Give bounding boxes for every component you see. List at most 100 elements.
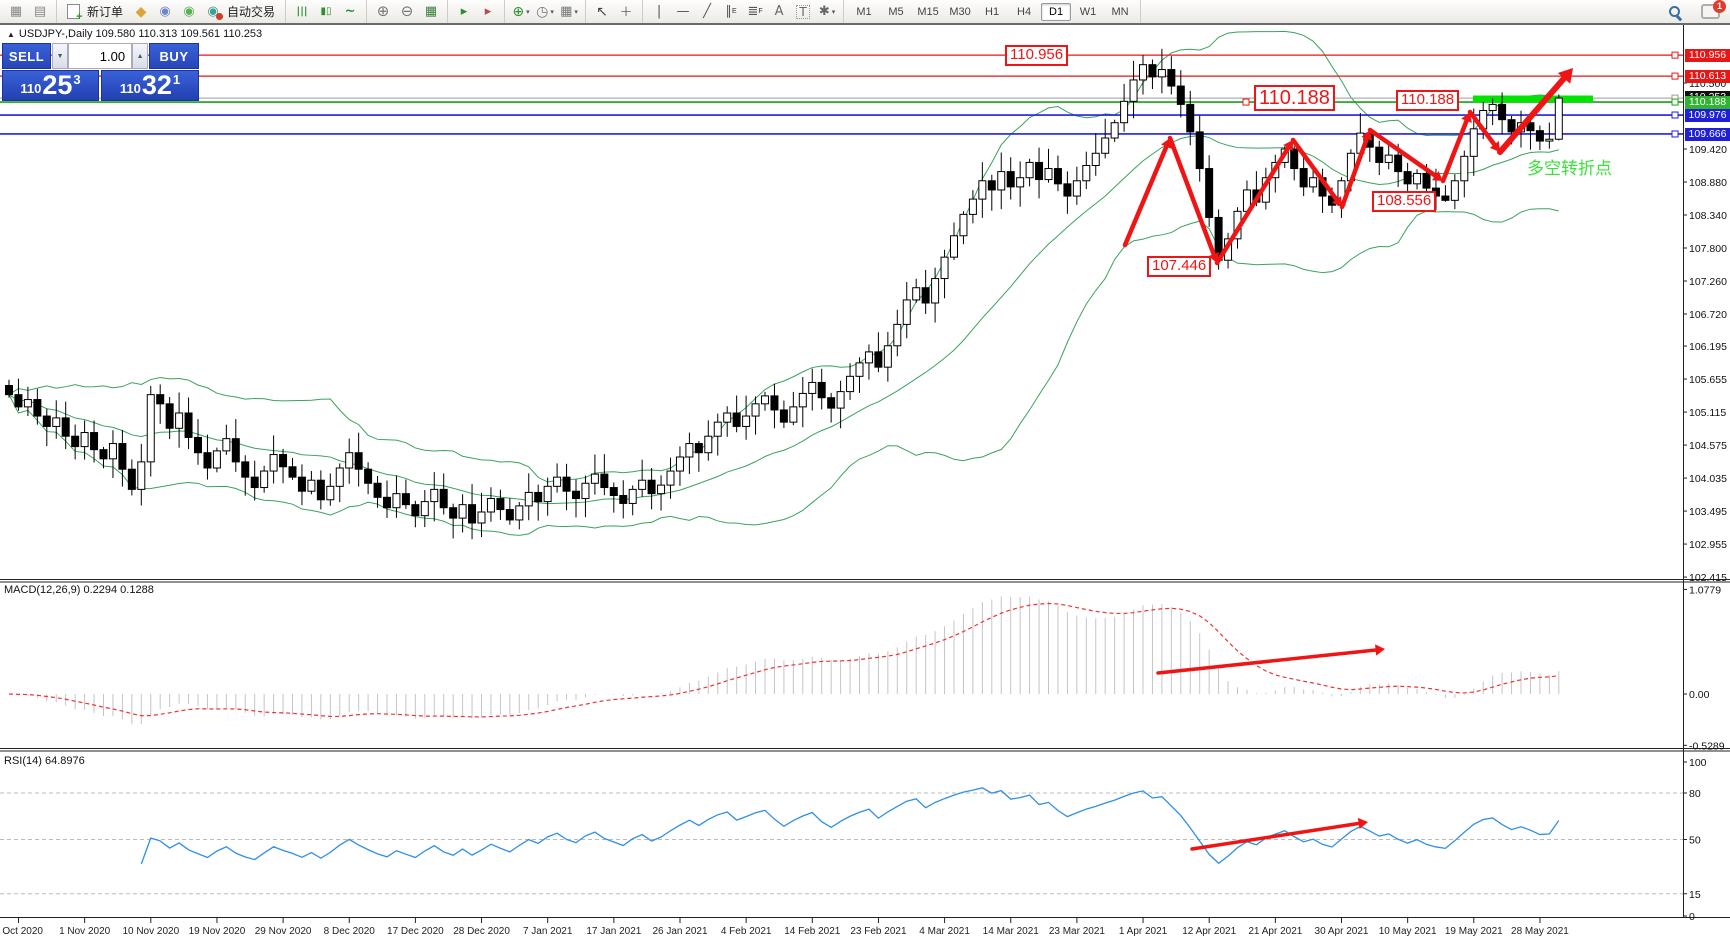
- timeframe-H4[interactable]: H4: [1017, 5, 1032, 18]
- highlight-bar[interactable]: [1473, 95, 1593, 103]
- hline-handle[interactable]: [1671, 98, 1679, 106]
- axis-tick-label: 100: [1689, 757, 1707, 769]
- timeframe-M15[interactable]: M15: [917, 5, 939, 18]
- candle: [553, 476, 562, 487]
- tile-windows-icon[interactable]: ▦: [424, 4, 438, 19]
- candlestick-chart-type-icon[interactable]: ▮▯: [320, 5, 332, 17]
- candle: [675, 456, 684, 472]
- depth-of-market-icon[interactable]: ◆: [135, 3, 147, 20]
- autotrade-label[interactable]: 自动交易: [227, 5, 276, 19]
- periods-icon[interactable]: ◷ ▾: [536, 3, 554, 20]
- timeframe-H1[interactable]: H1: [985, 5, 1000, 18]
- toolbar: ▦ ▤ 新订单 ◆ ◉ ◉ ◉ 自动交易 ||| ▮▯ ~ ⊕ ⊖ ▦ ▸: [0, 0, 1730, 25]
- note-annotation[interactable]: 多空转折点: [1527, 159, 1612, 178]
- trend-arrow[interactable]: [1156, 647, 1382, 675]
- zoom-in-icon[interactable]: ⊕: [376, 2, 390, 20]
- fibonacci-icon[interactable]: ≣ F: [747, 4, 763, 19]
- crosshair-icon[interactable]: +: [619, 2, 633, 20]
- price-annotation-box[interactable]: 107.446: [1147, 256, 1212, 277]
- candle: [392, 493, 401, 509]
- zoom-out-icon[interactable]: ⊖: [400, 2, 414, 20]
- trend-arrow[interactable]: [1467, 109, 1499, 150]
- trend-arrow-head: [1375, 644, 1385, 656]
- bar-chart-type-icon[interactable]: |||: [296, 5, 308, 17]
- profiles-icon[interactable]: ▤: [33, 4, 47, 19]
- buy-price-display[interactable]: 110 32 1: [101, 70, 199, 101]
- candle: [987, 180, 996, 191]
- new-order-icon[interactable]: [62, 1, 84, 23]
- hline-handle[interactable]: [1671, 72, 1679, 80]
- signals-icon[interactable]: ◉: [183, 4, 195, 19]
- trend-arrow[interactable]: [1214, 142, 1293, 266]
- candle: [893, 323, 902, 347]
- trend-arrow[interactable]: [1339, 132, 1371, 210]
- sell-button[interactable]: SELL: [2, 43, 52, 69]
- horizontal-line-icon[interactable]: —: [676, 4, 690, 19]
- bollinger-lower: [8, 208, 1559, 536]
- trend-arrow[interactable]: [1367, 127, 1441, 181]
- candle: [1545, 138, 1554, 142]
- timeframe-M5[interactable]: M5: [888, 5, 904, 18]
- autotrade-icon[interactable]: ◉: [202, 1, 224, 22]
- date-label: 4 Mar 2021: [919, 926, 970, 937]
- line-chart-type-icon[interactable]: ~: [344, 4, 356, 19]
- date-label: 8 Dec 2020: [324, 926, 376, 937]
- volume-increase-button[interactable]: ▲: [132, 43, 149, 69]
- hline-handle[interactable]: [1671, 111, 1679, 119]
- price-annotation-box[interactable]: 110.956: [1005, 45, 1069, 66]
- timeframe-D1[interactable]: D1: [1041, 2, 1072, 21]
- templates-icon[interactable]: ▦ ▾: [560, 4, 578, 19]
- auto-scroll-icon[interactable]: ▸: [460, 4, 468, 19]
- trend-arrow[interactable]: [1167, 135, 1218, 261]
- text-tool-icon[interactable]: A: [774, 4, 784, 19]
- date-label: 10 May 2021: [1379, 926, 1437, 937]
- buy-button[interactable]: BUY: [149, 43, 199, 69]
- volume-input[interactable]: 1.00: [68, 43, 133, 69]
- community-icon[interactable]: ◉: [159, 4, 171, 19]
- price-annotation-box[interactable]: 110.188: [1396, 90, 1460, 111]
- notifications-icon[interactable]: 1: [1701, 0, 1726, 19]
- arrows-tool-icon[interactable]: ✱ ▾: [818, 4, 836, 19]
- notification-badge: 1: [1713, 0, 1726, 13]
- rsi-label: RSI(14) 64.8976: [4, 755, 85, 767]
- price-tag-110.956: 110.956: [1685, 48, 1730, 62]
- timeframe-MN[interactable]: MN: [1111, 5, 1129, 18]
- candle: [496, 498, 505, 511]
- vertical-line-icon[interactable]: |: [656, 4, 662, 19]
- price-annotation-box[interactable]: 110.188: [1254, 85, 1335, 111]
- text-label-tool-icon[interactable]: T: [792, 1, 814, 22]
- volume-decrease-button[interactable]: ▼: [52, 43, 69, 69]
- trend-arrow[interactable]: [1440, 114, 1471, 184]
- timeframe-M30[interactable]: M30: [949, 5, 971, 18]
- trend-arrow-head: [1432, 170, 1443, 181]
- indicators-icon[interactable]: ⊕ ▾: [512, 3, 530, 20]
- sell-price-display[interactable]: 110 25 3: [2, 70, 99, 101]
- trend-arrow[interactable]: [1497, 71, 1571, 155]
- date-label: 12 Apr 2021: [1182, 926, 1236, 937]
- candle: [808, 381, 817, 394]
- equidistant-channel-icon[interactable]: ∥ E: [725, 4, 737, 19]
- hline-handle[interactable]: [1671, 51, 1679, 59]
- trend-arrow[interactable]: [1290, 137, 1342, 205]
- candle: [1091, 152, 1100, 166]
- timeframe-M1[interactable]: M1: [856, 5, 872, 18]
- candle: [770, 395, 779, 411]
- chart-window-icon[interactable]: ▦: [9, 4, 23, 19]
- candle: [1450, 180, 1459, 201]
- trend-arrow-head: [1557, 68, 1573, 84]
- price-annotation-box[interactable]: 108.556: [1372, 191, 1437, 212]
- hline-handle[interactable]: [1671, 130, 1679, 138]
- trendline-icon[interactable]: ╱: [703, 4, 711, 19]
- cursor-icon[interactable]: ↖: [596, 3, 608, 20]
- hline-handle[interactable]: [1242, 98, 1250, 106]
- timeframe-W1[interactable]: W1: [1079, 5, 1097, 18]
- date-label: 19 May 2021: [1445, 926, 1503, 937]
- collapse-panel-icon[interactable]: ▲: [7, 30, 15, 39]
- trend-arrow[interactable]: [1122, 140, 1171, 248]
- candle: [127, 468, 136, 490]
- chart-shift-icon[interactable]: ▸: [484, 4, 492, 19]
- search-icon[interactable]: [1664, 1, 1686, 22]
- new-order-label[interactable]: 新订单: [87, 5, 124, 19]
- trend-arrow[interactable]: [1190, 821, 1365, 851]
